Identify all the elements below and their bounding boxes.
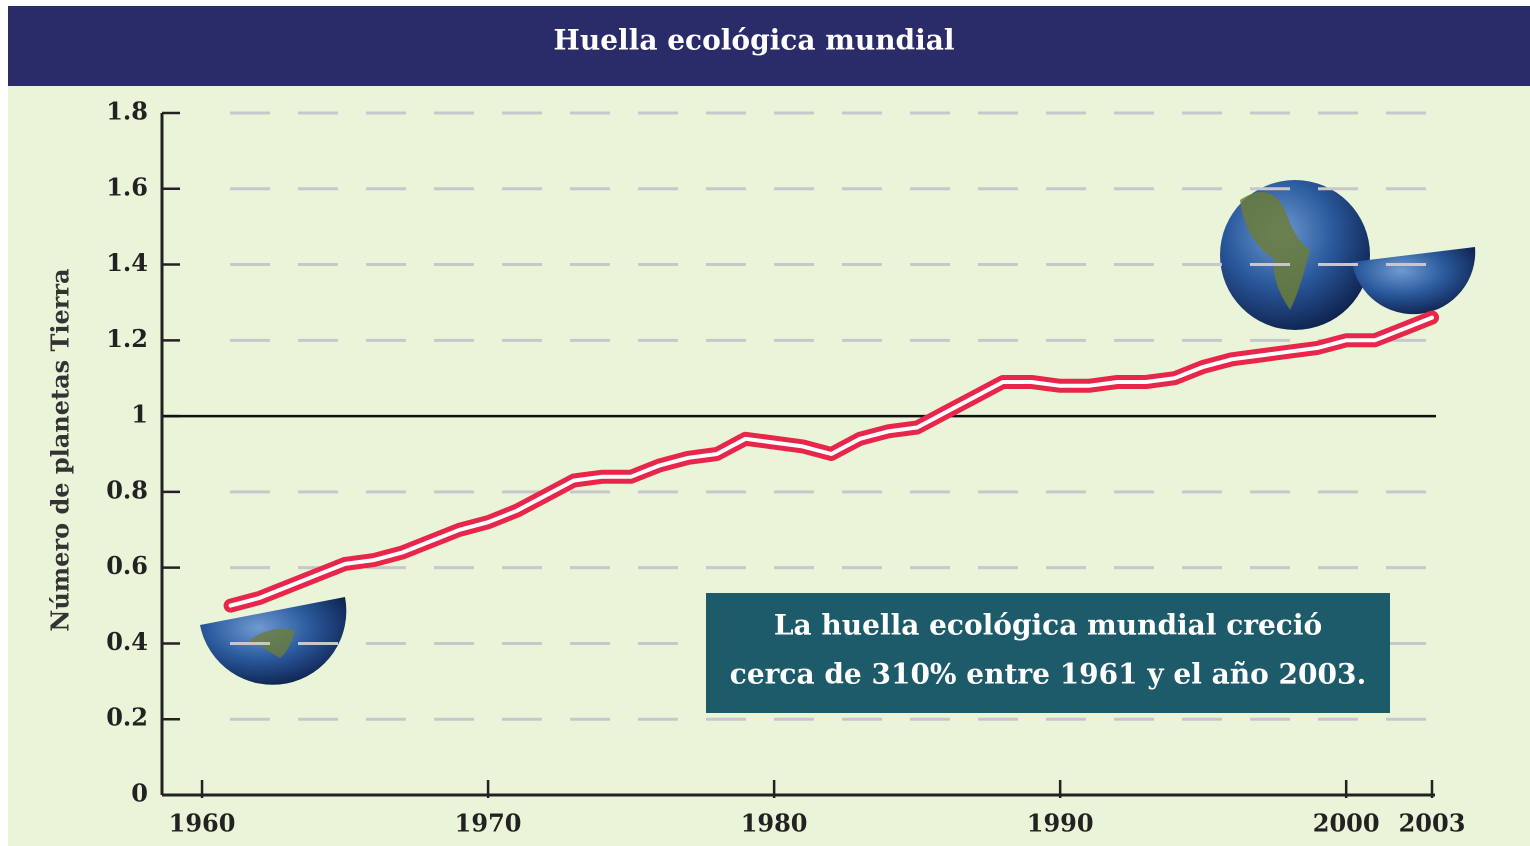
x-tick-label: 1960 — [169, 809, 236, 838]
y-tick-label: 0 — [131, 779, 148, 808]
x-tick-label: 1980 — [741, 809, 808, 838]
y-tick-label: 1.4 — [106, 248, 148, 277]
y-tick-label: 0.2 — [106, 703, 148, 732]
x-tick-label: 1990 — [1027, 809, 1094, 838]
annotation: cerca de 310% entre 1961 y el año 2003. — [730, 658, 1366, 691]
y-axis-label: Número de planetas Tierra — [46, 268, 75, 631]
x-tick-label: 2000 — [1313, 809, 1380, 838]
x-tick-label: 2003 — [1399, 809, 1466, 838]
chart-title: Huella ecológica mundial — [553, 24, 954, 57]
y-tick-label: 0.4 — [106, 627, 148, 656]
y-tick-label: 1.8 — [106, 97, 148, 126]
y-tick-label: 1.6 — [106, 172, 148, 201]
x-tick-label: 1970 — [455, 809, 522, 838]
y-tick-label: 0.8 — [106, 475, 148, 504]
annotation: La huella ecológica mundial creció — [774, 609, 1322, 642]
y-tick-label: 1 — [131, 400, 148, 429]
chart: Huella ecológica mundial Número de plane… — [0, 0, 1530, 846]
y-tick-label: 1.2 — [106, 324, 148, 353]
y-tick-label: 0.6 — [106, 551, 148, 580]
